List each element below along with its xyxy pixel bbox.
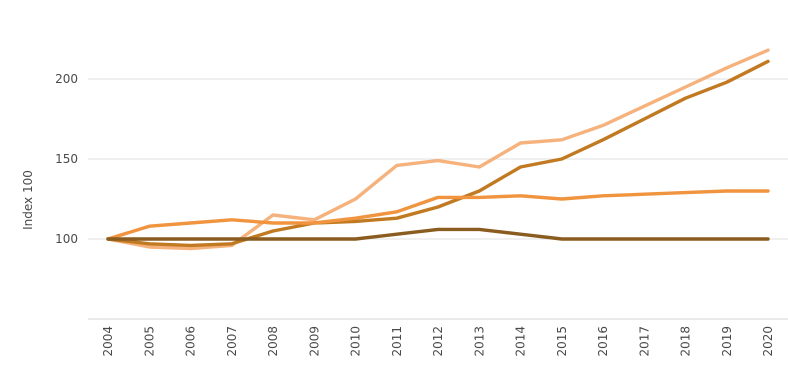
x-tick-label: 2010 xyxy=(349,326,363,357)
x-tick-label: 2006 xyxy=(184,326,198,357)
x-tick-label: 2017 xyxy=(637,326,651,357)
series-line-2 xyxy=(106,59,770,248)
x-tick-label: 2020 xyxy=(761,326,775,357)
y-tick-label: 150 xyxy=(55,152,78,166)
x-tick-label: 2005 xyxy=(142,326,156,357)
series-line-3 xyxy=(106,189,770,241)
y-tick-label: 200 xyxy=(55,72,78,86)
y-axis-title: Index 100 xyxy=(21,170,35,230)
x-tick-label: 2018 xyxy=(679,326,693,357)
x-tick-label: 2004 xyxy=(101,326,115,357)
y-axis-ticks: 100 150 200 xyxy=(55,72,78,246)
x-tick-label: 2012 xyxy=(431,326,445,357)
x-tick-label: 2014 xyxy=(514,326,528,357)
x-axis-ticks: 2004 2005 2006 2007 2008 2009 2010 2011 2012 2013… xyxy=(101,326,775,357)
x-tick-label: 2007 xyxy=(225,326,239,357)
series-lines xyxy=(106,48,770,251)
x-tick-label: 2013 xyxy=(472,326,486,357)
x-tick-label: 2016 xyxy=(596,326,610,357)
y-tick-label: 100 xyxy=(55,232,78,246)
x-tick-label: 2011 xyxy=(390,326,404,357)
x-tick-label: 2015 xyxy=(555,326,569,357)
x-tick-label: 2009 xyxy=(307,326,321,357)
x-tick-label: 2008 xyxy=(266,326,280,357)
x-tick-label: 2019 xyxy=(720,326,734,357)
series-line-4 xyxy=(106,227,770,241)
series-line-1 xyxy=(106,48,770,251)
